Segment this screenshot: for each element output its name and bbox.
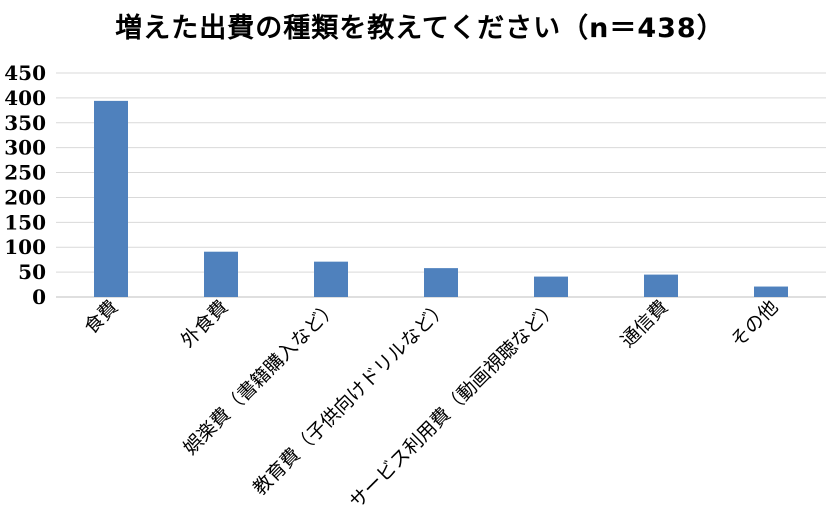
- y-tick-label: 0: [32, 285, 46, 309]
- bar: [204, 251, 238, 297]
- x-tick-label: サービス利用費（動画視聴など）: [345, 296, 562, 513]
- y-tick-label: 100: [4, 235, 46, 259]
- bars: [94, 100, 788, 298]
- y-tick-label: 150: [4, 210, 46, 234]
- y-tick-label: 300: [4, 136, 46, 160]
- y-tick-label: 50: [18, 260, 46, 284]
- x-tick-label: その他: [727, 296, 783, 352]
- x-tick-label: 外食費: [177, 296, 233, 352]
- x-tick-label: 教育費（子供向けドリルなど）: [249, 296, 453, 500]
- y-tick-label: 200: [4, 185, 46, 209]
- bar: [644, 274, 678, 297]
- chart-title: 増えた出費の種類を教えてください（n＝438）: [115, 13, 725, 44]
- x-tick-label: 通信費: [617, 296, 673, 352]
- x-axis-labels: 食費 外食費娯楽費（書籍購入など）教育費（子供向けドリルなど）サービス利用費（動画…: [80, 296, 782, 513]
- bar: [94, 100, 128, 298]
- x-tick-label: 食費: [80, 296, 122, 338]
- y-tick-label: 400: [4, 86, 46, 110]
- bar: [424, 268, 458, 297]
- bar: [314, 261, 348, 297]
- bar: [754, 286, 788, 297]
- y-tick-label: 350: [4, 111, 46, 135]
- y-tick-label: 450: [4, 61, 46, 85]
- gridlines: [56, 72, 826, 298]
- bar: [534, 276, 568, 297]
- y-tick-label: 250: [4, 161, 46, 185]
